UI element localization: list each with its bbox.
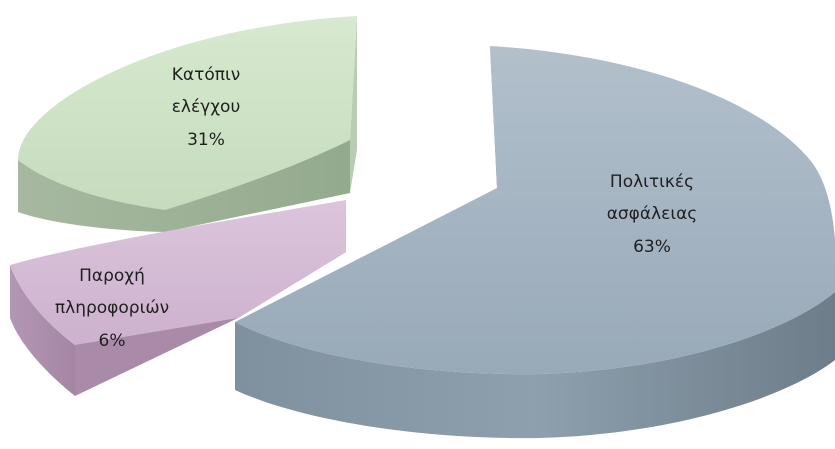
label-katopin-elegxou-line2: ελέγχου (172, 97, 241, 117)
label-paroxi-pliroforion-percent: 6% (99, 331, 126, 351)
label-katopin-elegxou: Κατόπιν ελέγχου 31% (172, 65, 241, 150)
pie-slice-politikes-asfaleias-side (235, 292, 835, 439)
label-paroxi-pliroforion: Παροχή πληροφοριών 6% (55, 266, 169, 351)
pie-slice-katopin-elegxou-inner-side (350, 16, 357, 193)
label-katopin-elegxou-line1: Κατόπιν (172, 65, 240, 85)
pie-slice-katopin-elegxou (18, 16, 357, 232)
pie-slice-politikes-asfaleias-top (235, 46, 835, 375)
pie-slice-politikes-asfaleias (235, 46, 835, 439)
label-politikes-asfaleias: Πολιτικές ασφάλειας 63% (607, 172, 698, 257)
pie-slice-katopin-elegxou-top (18, 16, 357, 210)
label-paroxi-pliroforion-line2: πληροφοριών (55, 298, 169, 318)
label-politikes-asfaleias-line1: Πολιτικές (610, 172, 694, 192)
label-katopin-elegxou-percent: 31% (187, 130, 225, 150)
label-paroxi-pliroforion-line1: Παροχή (79, 266, 145, 286)
label-politikes-asfaleias-line2: ασφάλειας (607, 204, 698, 224)
pie-slice-paroxi-pliroforion-top (10, 200, 346, 345)
pie-slice-paroxi-pliroforion-side (10, 265, 75, 396)
label-politikes-asfaleias-percent: 63% (633, 237, 671, 257)
pie-slice-paroxi-pliroforion (10, 200, 346, 396)
